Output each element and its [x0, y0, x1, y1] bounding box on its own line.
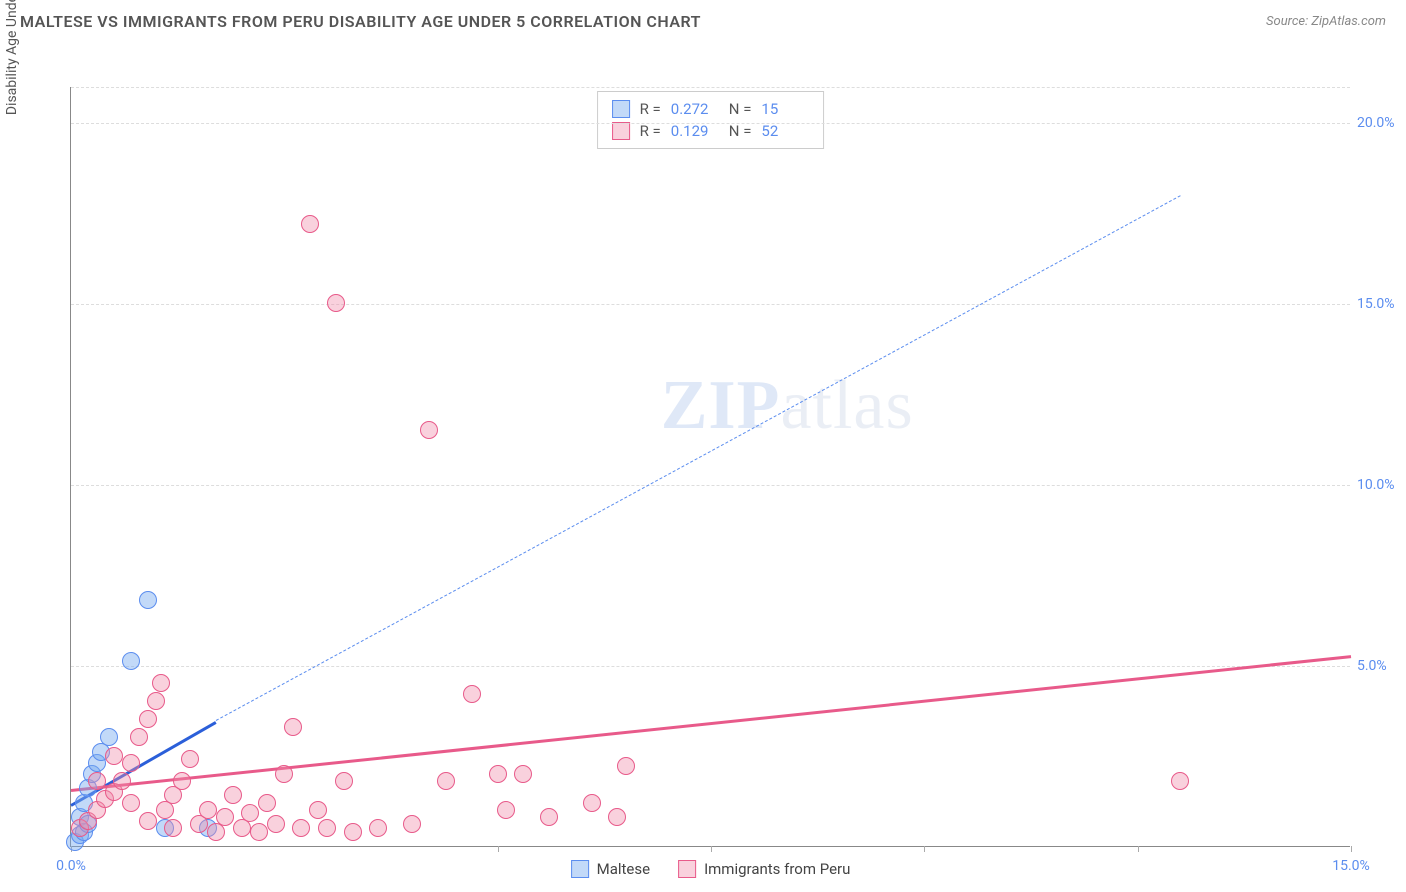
data-point: [437, 772, 455, 790]
series-legend: Maltese Immigrants from Peru: [571, 860, 851, 878]
data-point: [139, 812, 157, 830]
stat-n-value: 52: [761, 122, 809, 140]
data-point: [309, 801, 327, 819]
data-point: [463, 685, 481, 703]
legend-label: Maltese: [597, 860, 650, 878]
legend-label: Immigrants from Peru: [704, 860, 850, 878]
x-tick-label: 0.0%: [56, 858, 86, 874]
stat-n-label: N =: [729, 100, 752, 118]
data-point: [216, 808, 234, 826]
y-tick-label: 20.0%: [1357, 115, 1406, 131]
data-point: [181, 750, 199, 768]
data-point: [113, 772, 131, 790]
data-point: [164, 819, 182, 837]
data-point: [327, 294, 345, 312]
data-point: [139, 710, 157, 728]
stat-r-label: R =: [640, 122, 661, 140]
watermark-part2: atlas: [780, 367, 913, 444]
data-point: [335, 772, 353, 790]
data-point: [369, 819, 387, 837]
data-point: [130, 728, 148, 746]
stat-r-label: R =: [640, 100, 661, 118]
legend-swatch: [571, 860, 589, 878]
stat-r-value: 0.272: [671, 100, 719, 118]
legend-swatch: [612, 100, 630, 118]
data-point: [173, 772, 191, 790]
data-point: [241, 804, 259, 822]
x-tick-mark: [498, 846, 499, 852]
trend-line: [71, 655, 1351, 792]
data-point: [292, 819, 310, 837]
legend-swatch: [678, 860, 696, 878]
x-tick-mark: [1138, 846, 1139, 852]
chart-header: MALTESE VS IMMIGRANTS FROM PERU DISABILI…: [0, 0, 1406, 39]
y-tick-label: 15.0%: [1357, 296, 1406, 312]
gridline: [71, 304, 1350, 305]
gridline: [71, 123, 1350, 124]
data-point: [88, 772, 106, 790]
stats-row: R = 0.272 N = 15: [612, 98, 810, 120]
data-point: [540, 808, 558, 826]
gridline: [71, 666, 1350, 667]
x-tick-mark: [711, 846, 712, 852]
data-point: [147, 692, 165, 710]
correlation-stats-box: R = 0.272 N = 15 R = 0.129 N = 52: [597, 91, 825, 149]
data-point: [105, 747, 123, 765]
y-tick-label: 10.0%: [1357, 477, 1406, 493]
data-point: [250, 823, 268, 841]
data-point: [199, 801, 217, 819]
data-point: [122, 754, 140, 772]
data-point: [1171, 772, 1189, 790]
scatter-plot: ZIPatlas R =0.272N =15R =0.129N =52 Malt…: [70, 87, 1350, 847]
data-point: [583, 794, 601, 812]
data-point: [617, 757, 635, 775]
data-point: [497, 801, 515, 819]
trend-line: [216, 196, 1181, 722]
x-tick-mark: [924, 846, 925, 852]
data-point: [284, 718, 302, 736]
legend-item: Immigrants from Peru: [678, 860, 850, 878]
x-tick-label: 15.0%: [1332, 858, 1370, 874]
data-point: [224, 786, 242, 804]
watermark: ZIPatlas: [661, 366, 914, 446]
gridline: [71, 485, 1350, 486]
data-point: [318, 819, 336, 837]
stat-n-value: 15: [761, 100, 809, 118]
x-tick-mark: [1351, 846, 1352, 852]
y-axis-label: Disability Age Under 5: [4, 0, 20, 115]
data-point: [301, 215, 319, 233]
data-point: [489, 765, 507, 783]
data-point: [139, 591, 157, 609]
data-point: [258, 794, 276, 812]
data-point: [122, 652, 140, 670]
data-point: [122, 794, 140, 812]
data-point: [100, 728, 118, 746]
gridline: [71, 87, 1350, 88]
data-point: [275, 765, 293, 783]
legend-item: Maltese: [571, 860, 650, 878]
data-point: [267, 815, 285, 833]
data-point: [344, 823, 362, 841]
stat-r-value: 0.129: [671, 122, 719, 140]
data-point: [420, 421, 438, 439]
chart-title: MALTESE VS IMMIGRANTS FROM PERU DISABILI…: [20, 12, 701, 31]
data-point: [514, 765, 532, 783]
source-label: Source: ZipAtlas.com: [1266, 14, 1386, 29]
data-point: [152, 674, 170, 692]
stat-n-label: N =: [729, 122, 752, 140]
data-point: [608, 808, 626, 826]
y-tick-label: 5.0%: [1357, 658, 1406, 674]
data-point: [403, 815, 421, 833]
watermark-part1: ZIP: [661, 367, 781, 444]
legend-swatch: [612, 122, 630, 140]
